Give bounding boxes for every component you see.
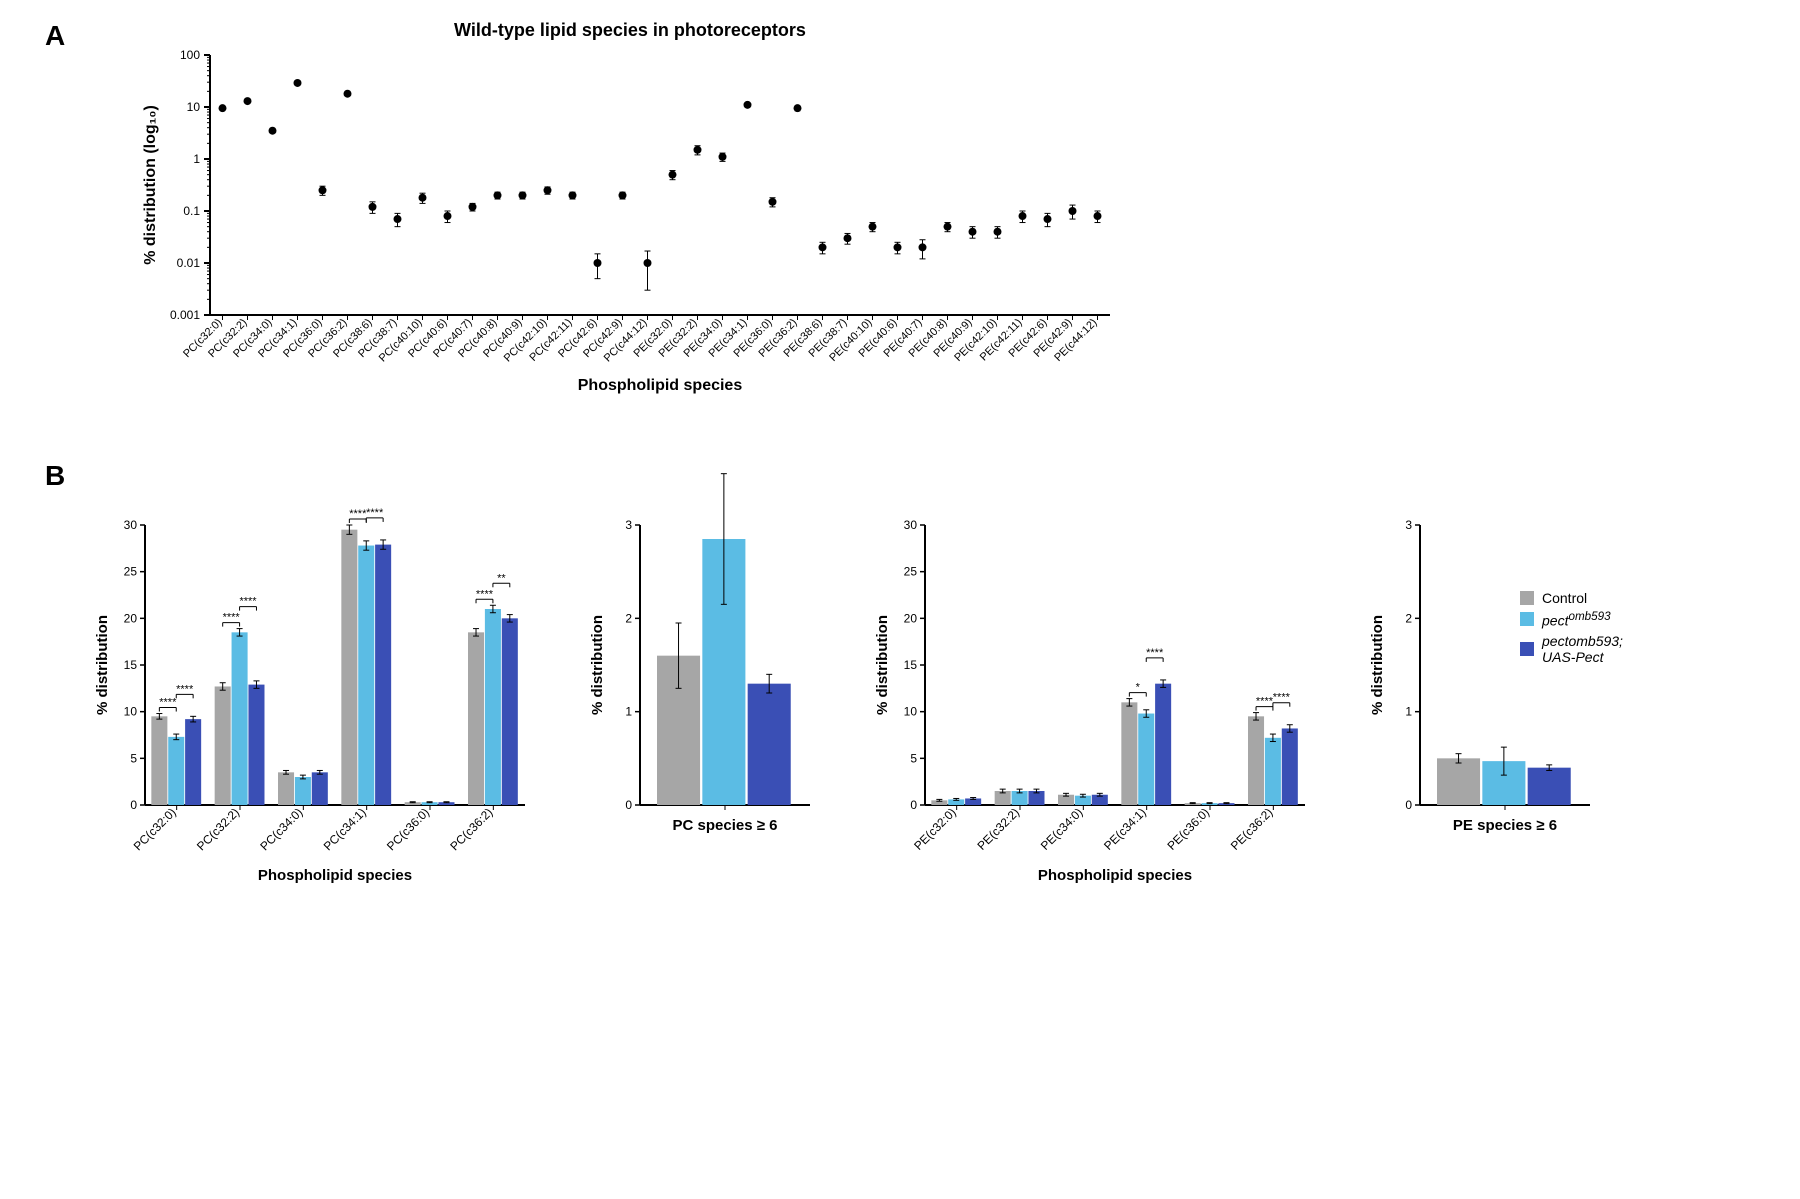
- legend-item-pect: pectomb593: [1520, 610, 1623, 629]
- svg-text:PE(c32:2): PE(c32:2): [974, 805, 1022, 853]
- svg-text:PE species ≥ 6: PE species ≥ 6: [1453, 817, 1557, 834]
- legend-label: Control: [1542, 590, 1587, 606]
- svg-text:PC species ≥ 6: PC species ≥ 6: [673, 817, 778, 834]
- svg-text:% distribution: % distribution: [94, 615, 111, 715]
- bar-chart-pc_sum: 0 1 2 3 % distribution PC species ≥ 6: [585, 485, 820, 850]
- svg-text:PE(c34:0): PE(c34:0): [1038, 805, 1086, 853]
- svg-text:PC(c36:2): PC(c36:2): [447, 805, 495, 853]
- svg-text:**: **: [497, 572, 506, 584]
- legend: Control pectomb593 pectomb593;UAS-Pect: [1520, 590, 1623, 669]
- svg-text:PC(c34:1): PC(c34:1): [321, 805, 369, 853]
- svg-text:0: 0: [910, 798, 917, 812]
- panel-a: A Wild-type lipid species in photorecept…: [20, 20, 1780, 440]
- svg-text:5: 5: [910, 751, 917, 765]
- svg-text:0.001: 0.001: [170, 308, 200, 322]
- svg-text:PC(c32:2): PC(c32:2): [194, 805, 242, 853]
- svg-text:0.1: 0.1: [183, 204, 200, 218]
- panel-b: B 051015202530% distributionPC(c32:0)PC(…: [20, 460, 1780, 940]
- panel-b-charts: 051015202530% distributionPC(c32:0)PC(c3…: [90, 485, 1600, 890]
- bar-chart-pc_species: 0 5 10 15 20 25 30 % distribution PC(c32:0) PC(c3…: [90, 485, 535, 890]
- svg-text:% distribution: % distribution: [874, 615, 891, 715]
- svg-text:% distribution (log₁₀): % distribution (log₁₀): [142, 105, 159, 265]
- svg-text:10: 10: [187, 100, 201, 114]
- svg-text:****: ****: [223, 612, 241, 624]
- panel-a-chart: 0.001 0.01 0.1 1 10 100 % distribution (log₁₀)…: [130, 45, 1120, 400]
- svg-text:Phospholipid species: Phospholipid species: [1038, 867, 1192, 884]
- svg-text:Phospholipid species: Phospholipid species: [578, 377, 743, 394]
- svg-text:****: ****: [476, 588, 494, 600]
- legend-swatch: [1520, 591, 1534, 605]
- svg-text:****: ****: [239, 596, 257, 608]
- svg-text:1: 1: [193, 152, 200, 166]
- bar-chart-pe_species: 0 5 10 15 20 25 30 % distribution PE(c32:0) PE(c3…: [870, 485, 1315, 890]
- svg-text:3: 3: [1405, 518, 1412, 532]
- svg-text:3: 3: [625, 518, 632, 532]
- svg-text:****: ****: [159, 697, 177, 709]
- figure-container: A Wild-type lipid species in photorecept…: [20, 20, 1780, 940]
- svg-text:25: 25: [904, 565, 918, 579]
- svg-text:10: 10: [124, 705, 138, 719]
- svg-text:Phospholipid species: Phospholipid species: [258, 867, 412, 884]
- svg-text:10: 10: [904, 705, 918, 719]
- svg-text:****: ****: [1146, 647, 1164, 659]
- svg-text:****: ****: [1256, 696, 1274, 708]
- legend-swatch: [1520, 612, 1534, 626]
- svg-text:2: 2: [1405, 611, 1412, 625]
- svg-text:5: 5: [130, 751, 137, 765]
- svg-text:0: 0: [625, 798, 632, 812]
- svg-text:1: 1: [625, 705, 632, 719]
- svg-text:PC(c36:0): PC(c36:0): [384, 805, 432, 853]
- svg-text:0: 0: [1405, 798, 1412, 812]
- legend-item-control: Control: [1520, 590, 1623, 606]
- panel-a-title: Wild-type lipid species in photoreceptor…: [280, 20, 980, 41]
- svg-text:*: *: [1136, 682, 1141, 694]
- svg-text:15: 15: [904, 658, 918, 672]
- svg-text:PE(c36:2): PE(c36:2): [1228, 805, 1276, 853]
- legend-label: pectomb593: [1542, 610, 1611, 629]
- svg-text:PC(c32:0): PC(c32:0): [131, 805, 179, 853]
- legend-swatch: [1520, 642, 1534, 656]
- svg-text:0.01: 0.01: [177, 256, 201, 270]
- svg-text:% distribution: % distribution: [1369, 615, 1386, 715]
- svg-text:% distribution: % distribution: [589, 615, 606, 715]
- svg-text:100: 100: [180, 48, 200, 62]
- svg-text:30: 30: [124, 518, 138, 532]
- svg-text:****: ****: [349, 508, 367, 520]
- svg-text:PE(c34:1): PE(c34:1): [1101, 805, 1149, 853]
- legend-label: pectomb593;UAS-Pect: [1542, 633, 1623, 665]
- svg-text:0: 0: [130, 798, 137, 812]
- svg-text:20: 20: [904, 611, 918, 625]
- svg-text:2: 2: [625, 611, 632, 625]
- panel-b-label: B: [45, 460, 65, 492]
- panel-a-label: A: [45, 20, 65, 52]
- svg-text:1: 1: [1405, 705, 1412, 719]
- legend-item-rescue: pectomb593;UAS-Pect: [1520, 633, 1623, 665]
- svg-text:PE(c32:0): PE(c32:0): [911, 805, 959, 853]
- svg-text:25: 25: [124, 565, 138, 579]
- svg-text:****: ****: [1273, 692, 1291, 704]
- svg-text:****: ****: [176, 683, 194, 695]
- svg-text:30: 30: [904, 518, 918, 532]
- svg-text:15: 15: [124, 658, 138, 672]
- svg-text:****: ****: [366, 507, 384, 519]
- svg-text:20: 20: [124, 611, 138, 625]
- svg-text:PE(c36:0): PE(c36:0): [1164, 805, 1212, 853]
- svg-text:PC(c34:0): PC(c34:0): [257, 805, 305, 853]
